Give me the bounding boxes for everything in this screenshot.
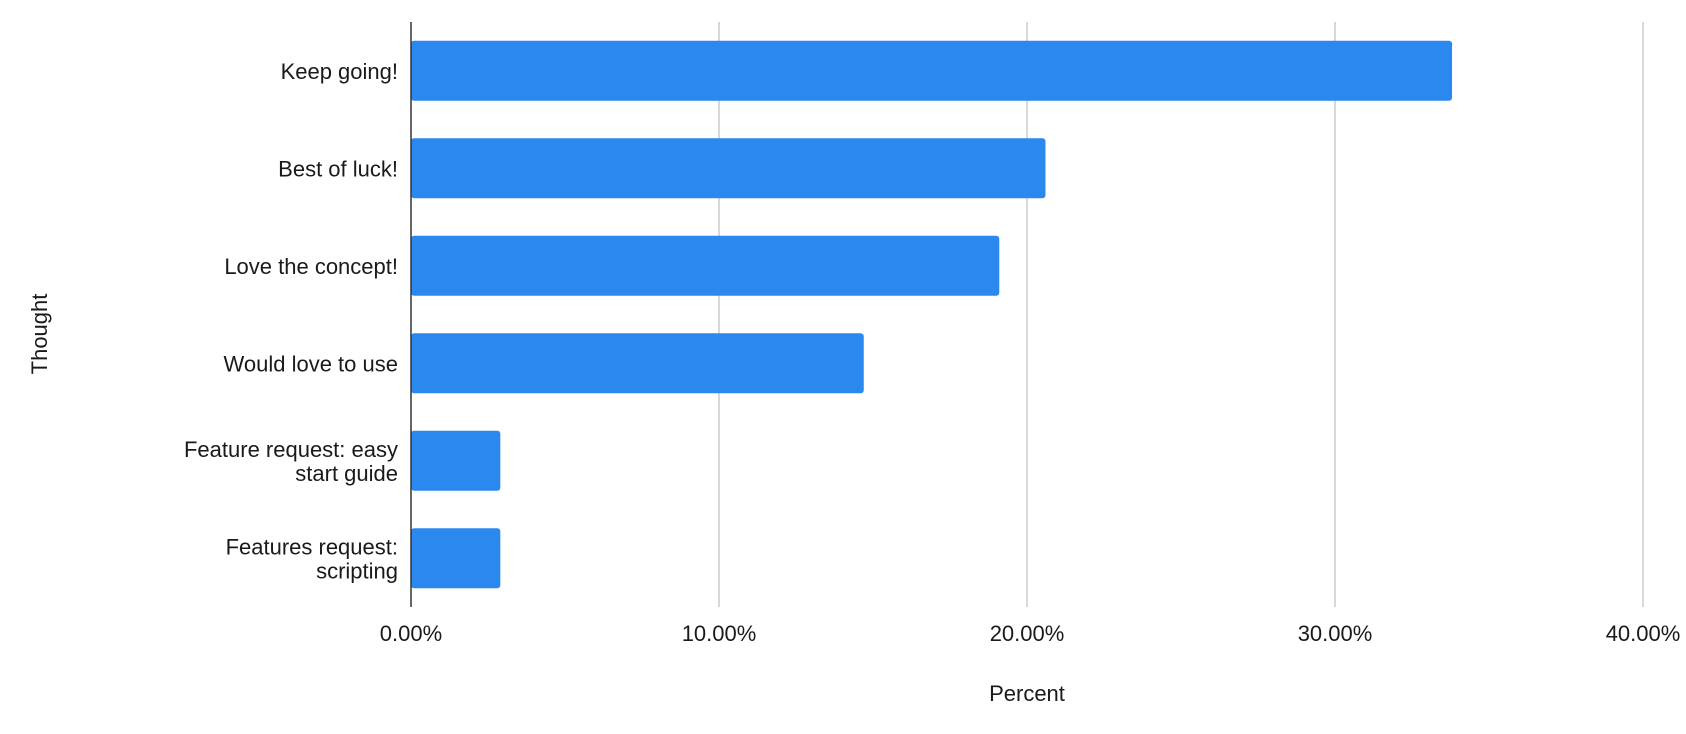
x-axis-title: Percent: [989, 681, 1065, 706]
bar: [411, 40, 1453, 101]
category-label: Feature request: easy start guide: [184, 437, 398, 486]
bar: [411, 430, 501, 491]
bars: [411, 40, 1453, 589]
category-label: Love the concept!: [224, 254, 398, 279]
x-tick-labels: 0.00% 10.00% 20.00% 30.00% 40.00%: [380, 621, 1681, 646]
category-label: Would love to use: [224, 351, 398, 376]
y-axis-title: Thought: [27, 294, 52, 375]
x-tick-label: 10.00%: [682, 621, 757, 646]
x-tick-label: 40.00%: [1606, 621, 1681, 646]
category-label: Features request: scripting: [226, 534, 398, 583]
bar: [411, 138, 1046, 199]
category-label: Best of luck!: [278, 156, 398, 181]
category-label: Keep going!: [281, 59, 398, 84]
gridlines: [718, 22, 1644, 607]
x-tick-label: 20.00%: [990, 621, 1065, 646]
bar: [411, 528, 501, 589]
bar: [411, 235, 1000, 296]
x-tick-label: 0.00%: [380, 621, 442, 646]
bar: [411, 333, 864, 394]
category-labels: Keep going! Best of luck! Love the concept…: [184, 59, 398, 584]
x-tick-label: 30.00%: [1298, 621, 1373, 646]
